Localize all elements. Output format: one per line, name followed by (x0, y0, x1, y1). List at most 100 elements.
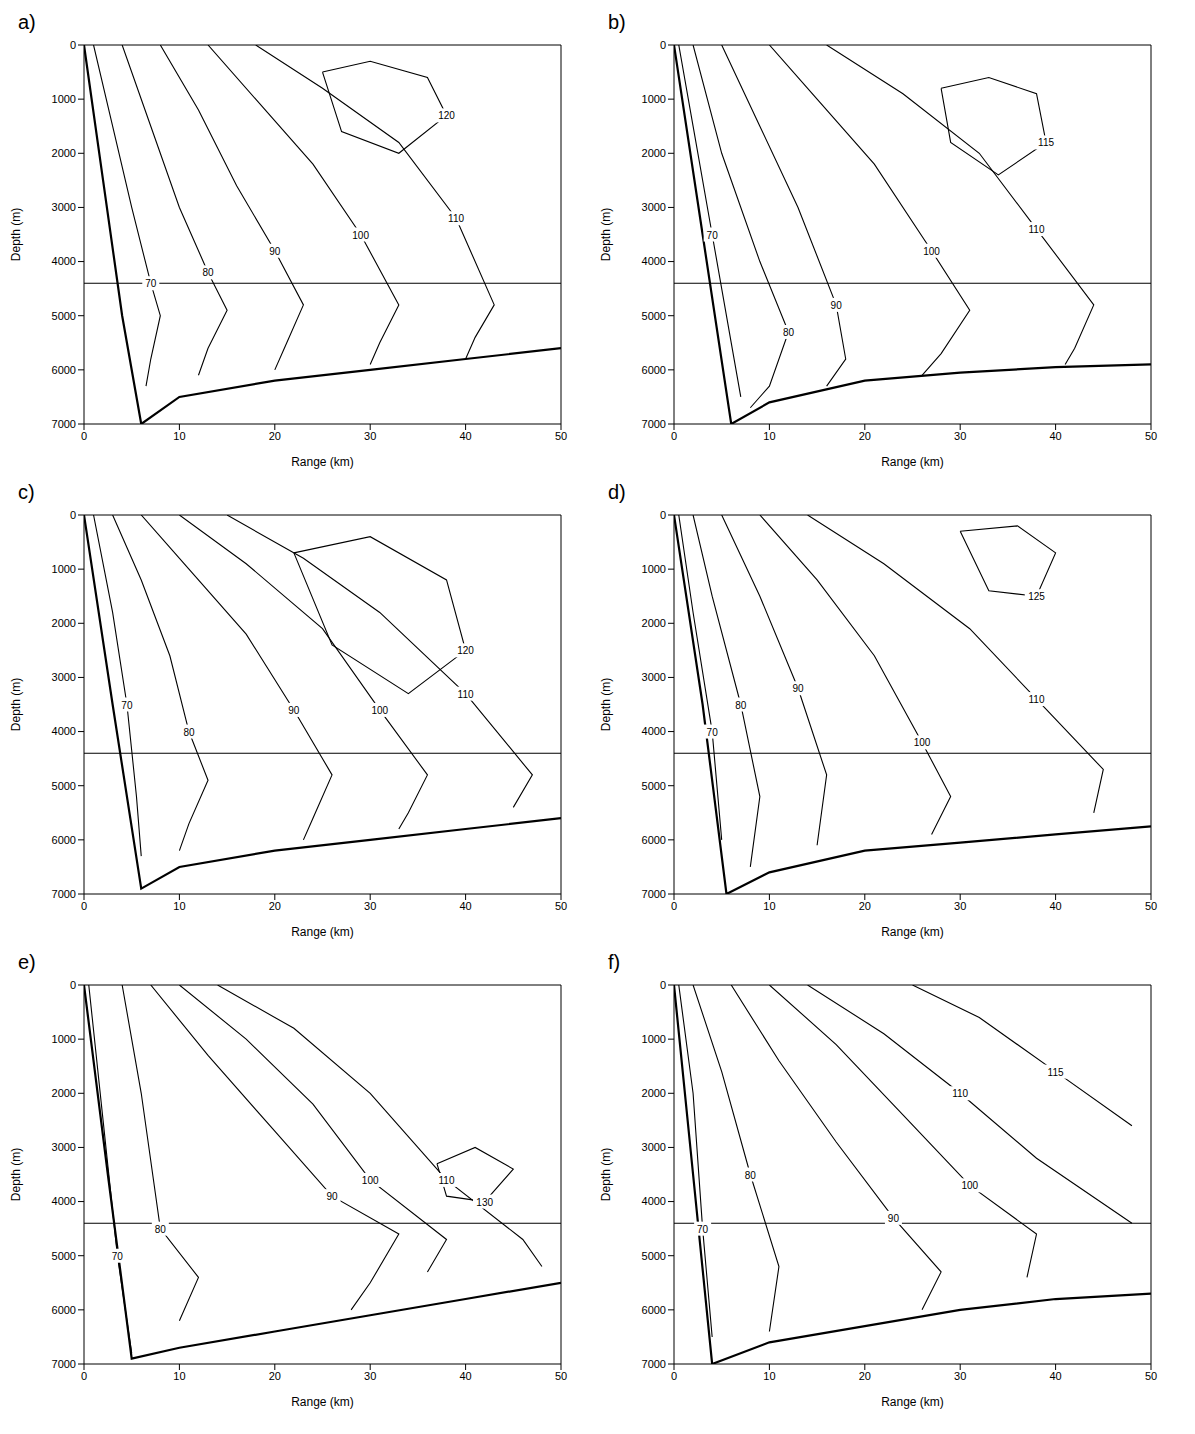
svg-text:5000: 5000 (52, 310, 76, 322)
svg-text:10: 10 (763, 430, 775, 442)
svg-text:3000: 3000 (642, 201, 666, 213)
svg-text:2000: 2000 (642, 147, 666, 159)
svg-text:3000: 3000 (642, 671, 666, 683)
svg-text:90: 90 (288, 705, 300, 716)
svg-text:40: 40 (459, 900, 471, 912)
svg-text:7000: 7000 (642, 1358, 666, 1370)
svg-text:120: 120 (438, 110, 455, 121)
svg-text:2000: 2000 (52, 147, 76, 159)
svg-text:7000: 7000 (52, 1358, 76, 1370)
svg-text:0: 0 (660, 509, 666, 521)
svg-text:20: 20 (269, 430, 281, 442)
svg-text:Range (km): Range (km) (291, 925, 354, 939)
svg-text:40: 40 (1049, 900, 1061, 912)
svg-text:3000: 3000 (642, 1141, 666, 1153)
svg-text:Range (km): Range (km) (881, 1395, 944, 1409)
svg-text:100: 100 (362, 1175, 379, 1186)
svg-text:1000: 1000 (52, 1033, 76, 1045)
svg-text:30: 30 (954, 900, 966, 912)
svg-text:70: 70 (112, 1251, 124, 1262)
svg-text:0: 0 (70, 509, 76, 521)
svg-text:4000: 4000 (642, 255, 666, 267)
svg-text:80: 80 (202, 267, 214, 278)
svg-text:1000: 1000 (642, 563, 666, 575)
svg-text:10: 10 (173, 430, 185, 442)
svg-text:30: 30 (954, 430, 966, 442)
svg-text:30: 30 (954, 1370, 966, 1382)
svg-text:70: 70 (707, 727, 719, 738)
svg-text:5000: 5000 (52, 780, 76, 792)
svg-text:10: 10 (173, 900, 185, 912)
svg-text:20: 20 (859, 900, 871, 912)
svg-text:Depth (m): Depth (m) (9, 208, 23, 261)
svg-text:80: 80 (155, 1224, 167, 1235)
svg-text:2000: 2000 (52, 1087, 76, 1099)
svg-text:6000: 6000 (52, 1304, 76, 1316)
svg-text:80: 80 (183, 727, 195, 738)
svg-text:120: 120 (457, 645, 474, 656)
svg-text:90: 90 (888, 1213, 900, 1224)
svg-text:Depth (m): Depth (m) (9, 678, 23, 731)
svg-text:2000: 2000 (642, 1087, 666, 1099)
svg-text:5000: 5000 (642, 310, 666, 322)
svg-text:100: 100 (961, 1180, 978, 1191)
svg-text:90: 90 (269, 246, 281, 257)
svg-text:0: 0 (70, 39, 76, 51)
svg-text:50: 50 (1145, 430, 1157, 442)
svg-text:0: 0 (660, 39, 666, 51)
svg-text:70: 70 (697, 1224, 709, 1235)
svg-text:115: 115 (1048, 1067, 1064, 1078)
svg-text:100: 100 (914, 737, 931, 748)
svg-text:1000: 1000 (642, 93, 666, 105)
svg-text:1000: 1000 (642, 1033, 666, 1045)
svg-text:10: 10 (763, 900, 775, 912)
svg-text:70: 70 (145, 278, 157, 289)
svg-text:20: 20 (859, 430, 871, 442)
svg-text:0: 0 (81, 1370, 87, 1382)
svg-text:0: 0 (671, 1370, 677, 1382)
svg-text:100: 100 (352, 230, 369, 241)
svg-text:2000: 2000 (52, 617, 76, 629)
svg-text:90: 90 (326, 1191, 338, 1202)
svg-text:110: 110 (1029, 224, 1045, 235)
svg-text:Depth (m): Depth (m) (599, 1148, 613, 1201)
svg-text:130: 130 (476, 1197, 493, 1208)
svg-text:125: 125 (1028, 591, 1045, 602)
svg-text:4000: 4000 (52, 1195, 76, 1207)
svg-text:5000: 5000 (642, 780, 666, 792)
svg-text:7000: 7000 (52, 418, 76, 430)
svg-text:Range (km): Range (km) (881, 455, 944, 469)
svg-text:110: 110 (952, 1088, 968, 1099)
svg-text:6000: 6000 (642, 364, 666, 376)
svg-text:Depth (m): Depth (m) (599, 208, 613, 261)
svg-text:3000: 3000 (52, 201, 76, 213)
svg-text:80: 80 (745, 1170, 757, 1181)
svg-text:90: 90 (831, 300, 843, 311)
svg-text:Depth (m): Depth (m) (599, 678, 613, 731)
svg-text:80: 80 (735, 700, 747, 711)
svg-text:3000: 3000 (52, 671, 76, 683)
svg-text:6000: 6000 (642, 834, 666, 846)
svg-text:3000: 3000 (52, 1141, 76, 1153)
svg-text:Range (km): Range (km) (291, 455, 354, 469)
svg-text:7000: 7000 (642, 888, 666, 900)
svg-text:100: 100 (923, 246, 940, 257)
svg-text:110: 110 (1029, 694, 1045, 705)
svg-text:6000: 6000 (52, 834, 76, 846)
svg-text:0: 0 (660, 979, 666, 991)
svg-text:40: 40 (459, 1370, 471, 1382)
svg-text:0: 0 (671, 900, 677, 912)
svg-text:0: 0 (70, 979, 76, 991)
svg-text:7000: 7000 (52, 888, 76, 900)
svg-text:1000: 1000 (52, 93, 76, 105)
svg-text:30: 30 (364, 430, 376, 442)
svg-text:Depth (m): Depth (m) (9, 1148, 23, 1201)
svg-text:1000: 1000 (52, 563, 76, 575)
svg-text:20: 20 (859, 1370, 871, 1382)
svg-text:10: 10 (173, 1370, 185, 1382)
svg-text:50: 50 (555, 430, 567, 442)
svg-text:0: 0 (671, 430, 677, 442)
svg-text:4000: 4000 (52, 255, 76, 267)
svg-text:6000: 6000 (52, 364, 76, 376)
svg-text:20: 20 (269, 1370, 281, 1382)
